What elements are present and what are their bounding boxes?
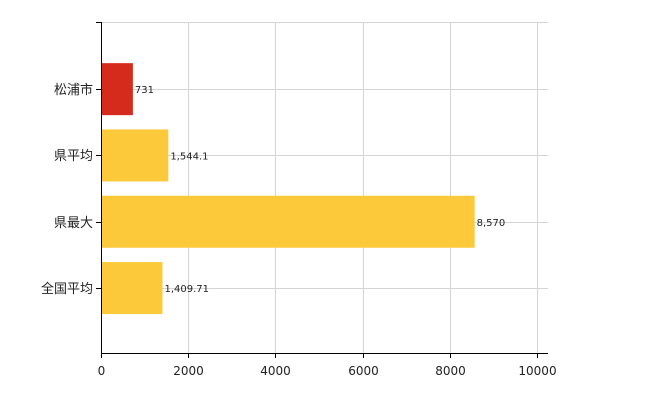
grid xyxy=(101,22,548,353)
x-tick-label: 8000 xyxy=(435,364,466,378)
x-tick-label: 2000 xyxy=(173,364,204,378)
bar xyxy=(102,129,169,182)
x-tick-label: 0 xyxy=(98,364,106,378)
bar xyxy=(102,262,163,315)
y-tick-label: 全国平均 xyxy=(41,281,93,297)
y-tick-label: 県平均 xyxy=(54,149,93,164)
data-label: 8,570 xyxy=(477,218,506,229)
bar xyxy=(102,63,133,116)
bar xyxy=(102,195,475,248)
data-label: 1,409.71 xyxy=(164,284,209,295)
axes xyxy=(96,22,548,358)
data-label: 1,544.1 xyxy=(170,151,208,162)
y-tick-label: 松浦市 xyxy=(54,82,93,98)
x-tick-label: 4000 xyxy=(260,364,291,378)
x-tick-label: 6000 xyxy=(348,364,379,378)
data-label: 731 xyxy=(135,85,154,96)
bars xyxy=(102,63,475,315)
x-tick-label: 10000 xyxy=(518,364,556,378)
y-tick-label: 県最大 xyxy=(54,216,93,231)
